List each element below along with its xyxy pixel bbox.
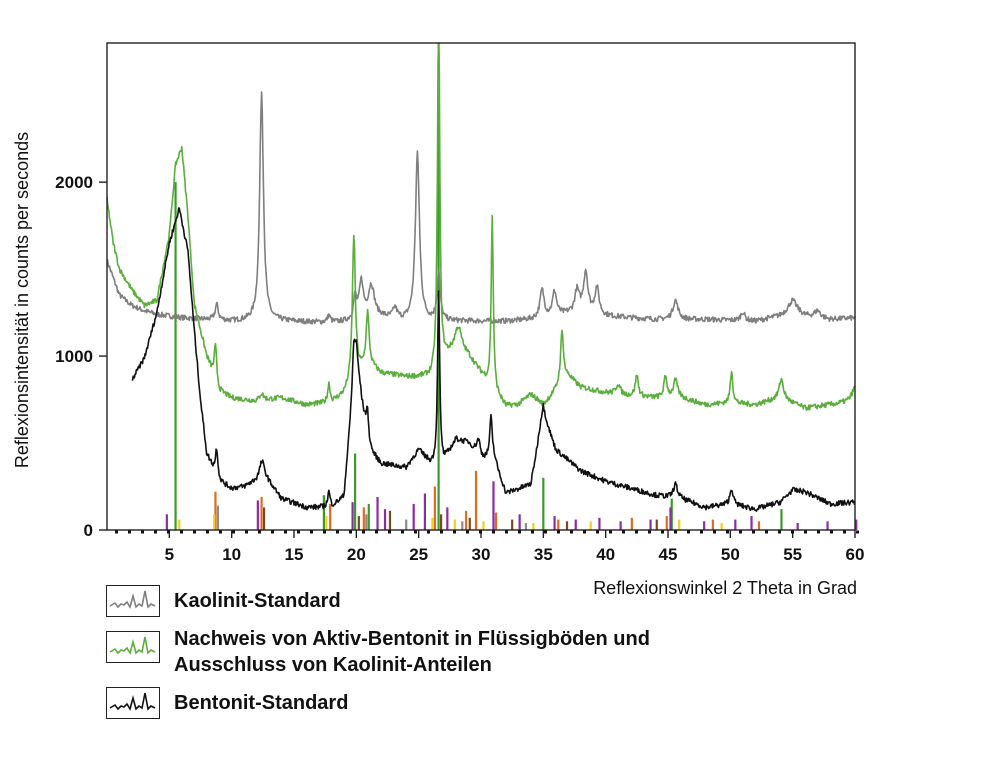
x-tick-label-2: 15	[285, 545, 304, 564]
x-tick-label-3: 20	[347, 545, 366, 564]
legend-label-aktiv-bentonit: Nachweis von Aktiv-Bentonit in Flüssigbö…	[174, 628, 650, 676]
legend-swatch-kaolinit	[106, 585, 160, 617]
x-axis-label: Reflexionswinkel 2 Theta in Grad	[593, 578, 857, 598]
reference-lines	[165, 43, 858, 530]
x-tick-label-8: 45	[659, 545, 678, 564]
series-line-0	[106, 91, 856, 325]
x-tick-label-1: 10	[222, 545, 241, 564]
x-tick-label-5: 30	[472, 545, 491, 564]
legend-label-kaolinit: Kaolinit-Standard	[174, 590, 341, 612]
y-tick-label-1: 1000	[55, 347, 93, 366]
y-axis-label: Reflexionsintensität in counts per secon…	[12, 132, 32, 468]
legend-swatch-bentonit	[106, 687, 160, 719]
x-tick-label-0: 5	[165, 545, 174, 564]
y-tick-label-2: 2000	[55, 173, 93, 192]
x-tick-label-11: 60	[846, 545, 865, 564]
plot-frame	[106, 42, 856, 531]
x-tick-label-9: 50	[721, 545, 740, 564]
y-tick-label-0: 0	[84, 521, 93, 540]
x-tick-label-4: 25	[409, 545, 428, 564]
series-line-1	[106, 42, 856, 411]
legend-label-bentonit: Bentonit-Standard	[174, 692, 349, 714]
series-line-2	[131, 207, 856, 512]
legend-swatch-aktiv-bentonit	[106, 631, 160, 663]
axes: 5 10 15 20 25 30 35 40 45 50 55 60 0 1000 2000	[55, 173, 869, 564]
x-tick-label-7: 40	[596, 545, 615, 564]
x-tick-label-10: 55	[783, 545, 802, 564]
x-tick-label-6: 35	[534, 545, 553, 564]
series-layer	[106, 42, 856, 512]
